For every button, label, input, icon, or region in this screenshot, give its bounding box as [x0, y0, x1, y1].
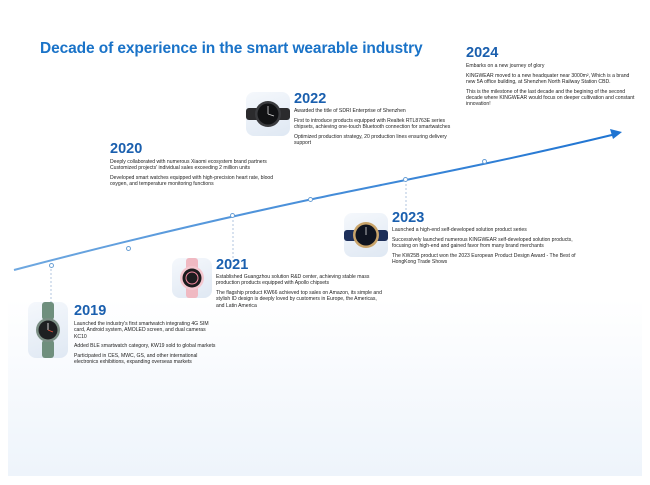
- milestone-line: First to introduce products equipped wit…: [294, 117, 451, 131]
- watch-image-2023: [344, 213, 388, 257]
- timeline-dot-2024: [482, 159, 487, 164]
- milestone-2019-text: Launched the industry's first smartwatch…: [74, 321, 216, 369]
- milestone-line: Embarks on a new journey of glory: [466, 63, 545, 69]
- year-2024: 2024: [466, 45, 499, 61]
- milestone-2021-text: Established Guangzhou solution R&D cente…: [216, 274, 384, 312]
- milestone-line: Deeply collaborated with numerous Xiaomi…: [110, 159, 267, 172]
- milestone-line: The KW25B product won the 2023 European …: [392, 252, 576, 266]
- watch-image-2021: [172, 258, 212, 298]
- milestone-line: Launched the industry's first smartwatch…: [74, 321, 209, 340]
- watch-image-2019: [28, 302, 68, 358]
- milestone-line: The flagship product KW66 achieved top s…: [216, 290, 382, 309]
- milestone-2023-text: Launched a high-end self-developed solut…: [392, 227, 590, 269]
- milestone-line: Launched a high-end self-developed solut…: [392, 227, 527, 233]
- milestone-line: Optimized production strategy, 20 produc…: [294, 133, 447, 147]
- timeline-panel: Decade of experience in the smart wearab…: [8, 10, 642, 476]
- timeline-dot-2021: [230, 213, 235, 218]
- year-2023: 2023: [392, 210, 425, 226]
- milestone-2020-text: Deeply collaborated with numerous Xiaomi…: [110, 159, 278, 191]
- milestone-2022-text: Awarded the title of SDRI Enterprise of …: [294, 108, 464, 150]
- milestone-2024-text: Embarks on a new journey of glory KINGWE…: [466, 63, 638, 111]
- milestone-line: Established Guangzhou solution R&D cente…: [216, 274, 370, 287]
- timeline-dot-2023: [403, 177, 408, 182]
- milestone-line: Participated in CES, MWC, GS, and other …: [74, 353, 198, 366]
- year-2019: 2019: [74, 303, 107, 319]
- year-2022: 2022: [294, 91, 327, 107]
- year-2021: 2021: [216, 257, 249, 273]
- watch-image-2022: [246, 92, 290, 136]
- timeline-dot-2020: [126, 246, 131, 251]
- milestone-line: Developed smart watches equipped with hi…: [110, 175, 274, 188]
- milestone-line: KINGWEAR moved to a new headquater near …: [466, 72, 630, 86]
- page-title: Decade of experience in the smart wearab…: [40, 40, 423, 57]
- milestone-line: Added BLE smartwatch category, KW19 sold…: [74, 343, 216, 350]
- milestone-line: Awarded the title of SDRI Enterprise of …: [294, 108, 406, 114]
- milestone-line: Successively launched numerous KINGWEAR …: [392, 236, 573, 250]
- year-2020: 2020: [110, 141, 143, 157]
- arrow-head-icon: [610, 129, 622, 139]
- timeline-dot-2019: [49, 263, 54, 268]
- milestone-line: This is the milestone of the last decade…: [466, 88, 635, 108]
- timeline-dot-2022: [308, 197, 313, 202]
